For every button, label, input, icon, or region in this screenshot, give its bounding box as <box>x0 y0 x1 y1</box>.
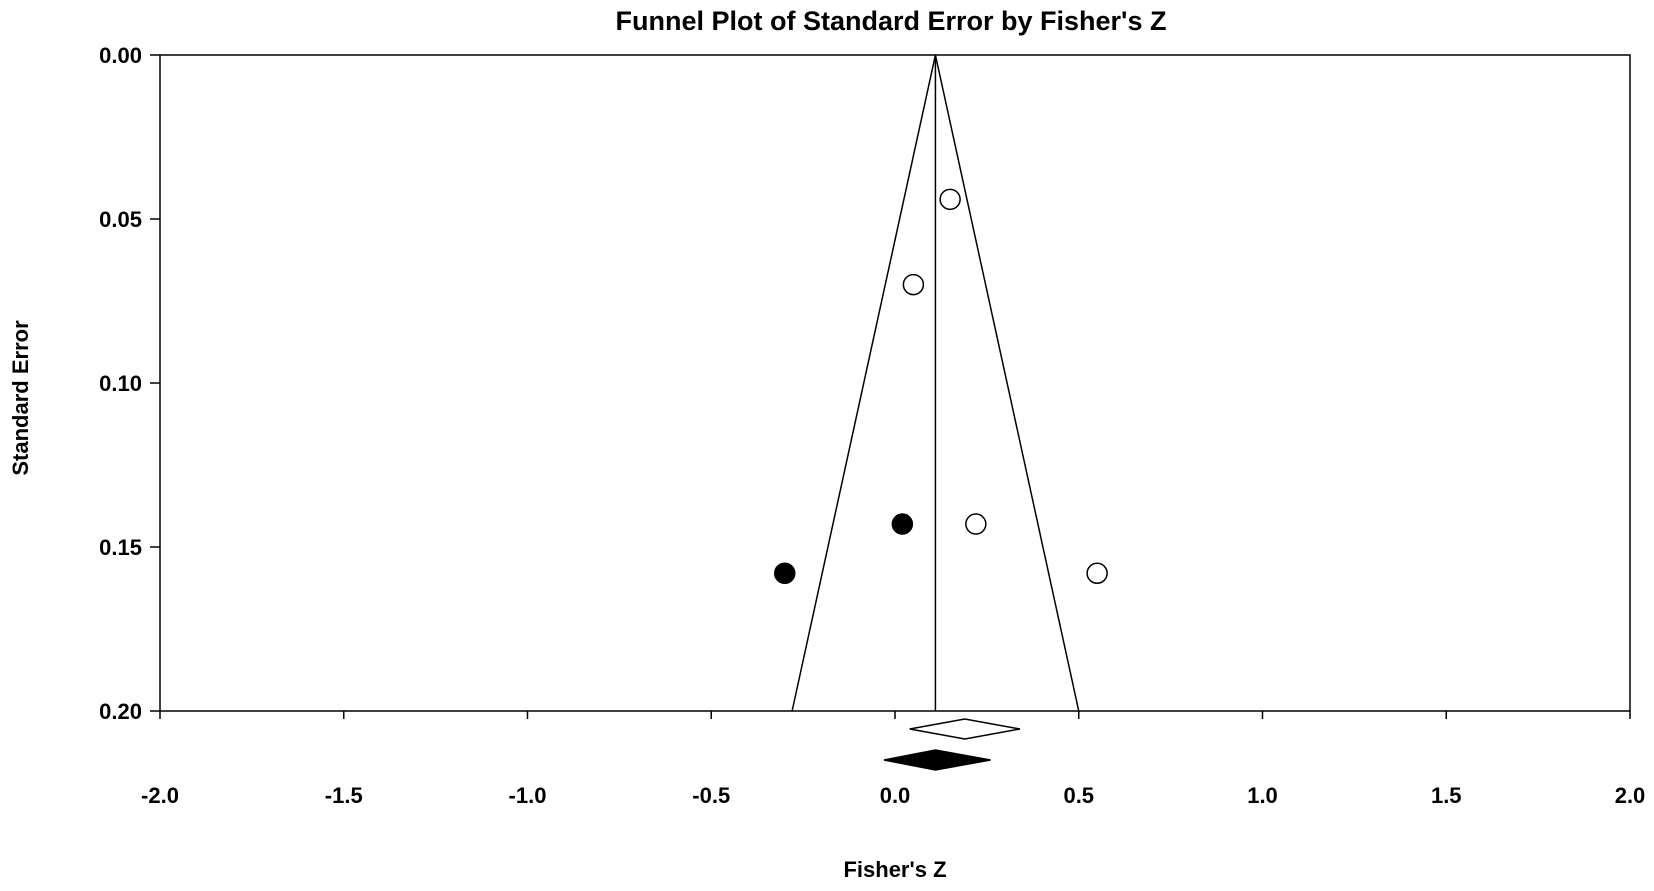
observed-study-point <box>965 513 987 535</box>
funnel-right-line <box>934 54 1080 712</box>
funnel-lines <box>791 54 1080 712</box>
x-tick-label: -1.0 <box>509 783 547 808</box>
observed-study-point <box>939 188 961 211</box>
x-axis-ticks: -2.0 -1.5 -1.0 -0.5 0.0 0.5 1.0 1.5 2.0 <box>141 711 1645 808</box>
x-tick-label: 1.5 <box>1431 783 1462 808</box>
x-tick-label: 1.0 <box>1247 783 1278 808</box>
y-axis-label: Standard Error <box>8 320 33 476</box>
funnel-left-line <box>791 54 937 712</box>
x-tick-label: 0.0 <box>880 783 911 808</box>
x-tick-label: -2.0 <box>141 783 179 808</box>
adjusted-summary-diamond <box>883 749 991 771</box>
x-axis-label: Fisher's Z <box>843 857 946 882</box>
y-tick-label: 0.10 <box>99 371 142 396</box>
imputed-study-point <box>891 513 914 535</box>
y-tick-label: 0.20 <box>99 699 142 724</box>
study-points <box>774 188 1108 584</box>
observed-study-point <box>1086 562 1108 584</box>
chart-title: Funnel Plot of Standard Error by Fisher'… <box>616 6 1167 36</box>
x-tick-label: -0.5 <box>692 783 730 808</box>
y-tick-label: 0.15 <box>99 535 142 560</box>
x-tick-label: 2.0 <box>1615 783 1646 808</box>
y-axis-ticks: 0.00 0.05 0.10 0.15 0.20 <box>99 43 160 724</box>
x-tick-label: 0.5 <box>1063 783 1094 808</box>
y-tick-label: 0.00 <box>99 43 142 68</box>
observed-study-point <box>902 273 925 296</box>
imputed-study-point <box>774 562 796 584</box>
observed-summary-diamond <box>909 718 1021 740</box>
plot-frame <box>159 54 1631 712</box>
x-tick-label: -1.5 <box>325 783 363 808</box>
summary-diamonds <box>883 718 1021 771</box>
y-tick-label: 0.05 <box>99 207 142 232</box>
